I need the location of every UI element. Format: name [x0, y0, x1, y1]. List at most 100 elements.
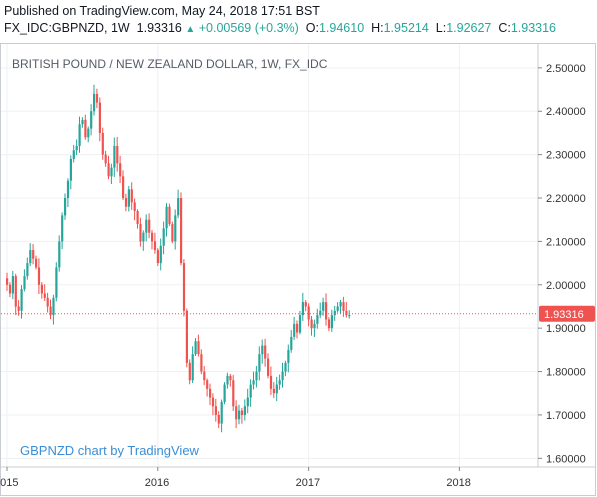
candle-body [249, 384, 252, 398]
candle-body [61, 215, 64, 242]
price-tick-label: 1.80000 [546, 367, 586, 379]
candle-body [78, 124, 81, 146]
candle-body [177, 198, 180, 216]
candle-body [116, 145, 119, 164]
candle-body [267, 358, 270, 376]
candle-body [281, 371, 284, 381]
chart-title: BRITISH POUND / NEW ZEALAND DOLLAR, 1W, … [12, 57, 328, 71]
candle-body [23, 276, 26, 290]
price-change: +0.00569 (+0.3%) [198, 21, 299, 35]
close-value: 1.93316 [510, 21, 557, 35]
candle-body [229, 375, 232, 381]
candle-body [322, 302, 325, 311]
candle-body [232, 380, 235, 407]
candle-body [339, 302, 342, 307]
candle-body [238, 410, 241, 420]
candle-body [43, 293, 46, 298]
candle-body [93, 93, 96, 112]
price-tick-label: 2.40000 [546, 106, 586, 118]
candle-body [316, 315, 319, 324]
candle-body [168, 206, 171, 225]
candle-body [17, 306, 20, 311]
time-tick-label: 2018 [446, 477, 470, 489]
candle-body [258, 354, 261, 372]
price-tick-label: 1.60000 [546, 453, 586, 465]
candle-body [14, 276, 17, 307]
candle-body [58, 241, 61, 268]
candle-body [275, 384, 278, 394]
candle-body [301, 302, 304, 316]
candle-body [197, 341, 200, 355]
candle-body [185, 310, 188, 363]
open-value: 1.94610 [318, 21, 365, 35]
candle-body [174, 215, 177, 242]
candle-body [136, 211, 139, 225]
high-label: H: [371, 21, 384, 35]
candle-body [284, 362, 287, 372]
candle-body [11, 276, 14, 294]
price-tick-label: 2.50000 [546, 63, 586, 75]
candle-body [330, 315, 333, 329]
candle-body [220, 401, 223, 424]
open-label: O: [305, 21, 319, 35]
candle-body [313, 323, 316, 329]
candle-body [49, 306, 52, 316]
candle-body [87, 128, 90, 138]
candle-body [142, 232, 145, 242]
candle-body [278, 380, 281, 385]
candle-body [8, 284, 12, 294]
candle-body [336, 306, 339, 311]
candle-body [98, 102, 101, 133]
candle-body [145, 219, 148, 233]
candle-body [333, 310, 336, 316]
candle-body [90, 111, 93, 129]
candle-body [325, 302, 328, 320]
candle-body [293, 323, 296, 337]
low-label: L: [435, 21, 447, 35]
candle-body [165, 206, 168, 229]
price-tick-label: 2.10000 [546, 236, 586, 248]
candle-body [348, 315, 351, 317]
candle-body [55, 267, 58, 298]
candle-body [223, 384, 226, 402]
symbol-ohlc-line: FX_IDC:GBPNZD, 1W 1.93316 ▲ +0.00569 (+0… [4, 21, 556, 35]
candle-body [203, 371, 206, 381]
candle-body [156, 250, 159, 264]
time-tick-label: 2015 [0, 477, 18, 489]
candle-body [171, 224, 174, 242]
candles [6, 84, 351, 433]
candle-body [52, 297, 55, 316]
candle-body [37, 267, 41, 285]
candle-body [64, 198, 67, 216]
candle-body [81, 119, 84, 125]
candle-body [206, 380, 209, 389]
last-price-tag: 1.93316 [539, 305, 595, 322]
candle-body [182, 263, 186, 311]
price-tick-label: 2.30000 [546, 150, 586, 162]
last-price: 1.93316 [136, 21, 182, 35]
chart-credit-link[interactable]: GBPNZD chart by TradingView [20, 443, 199, 458]
candle-body [296, 323, 299, 333]
candle-body [188, 362, 191, 381]
candle-body [200, 354, 203, 372]
candle-body [298, 315, 302, 333]
candle-body [214, 406, 217, 415]
time-axis[interactable]: 2015 2016 2017 2018 [0, 467, 471, 489]
candle-body [290, 336, 293, 350]
price-axis[interactable]: 1.60000 1.70000 1.80000 1.90000 2.00000 2.100… [538, 63, 586, 465]
candle-body [6, 278, 9, 285]
last-price-tag-text: 1.93316 [544, 309, 584, 321]
candle-body [246, 397, 249, 407]
candle-body [162, 228, 165, 246]
candlestick-chart[interactable]: 1.60000 1.70000 1.80000 1.90000 2.00000 2.100… [0, 43, 597, 497]
grid-lines [1, 44, 538, 467]
candle-body [66, 180, 70, 199]
candle-body [72, 150, 75, 159]
close-label: C: [498, 21, 511, 35]
published-line: Published on TradingView.com, May 24, 20… [4, 4, 320, 18]
candle-body [287, 349, 290, 363]
last-price-tag-background [539, 305, 595, 322]
candle-body [307, 306, 310, 320]
candle-body [180, 198, 183, 264]
candle-body [153, 241, 157, 251]
